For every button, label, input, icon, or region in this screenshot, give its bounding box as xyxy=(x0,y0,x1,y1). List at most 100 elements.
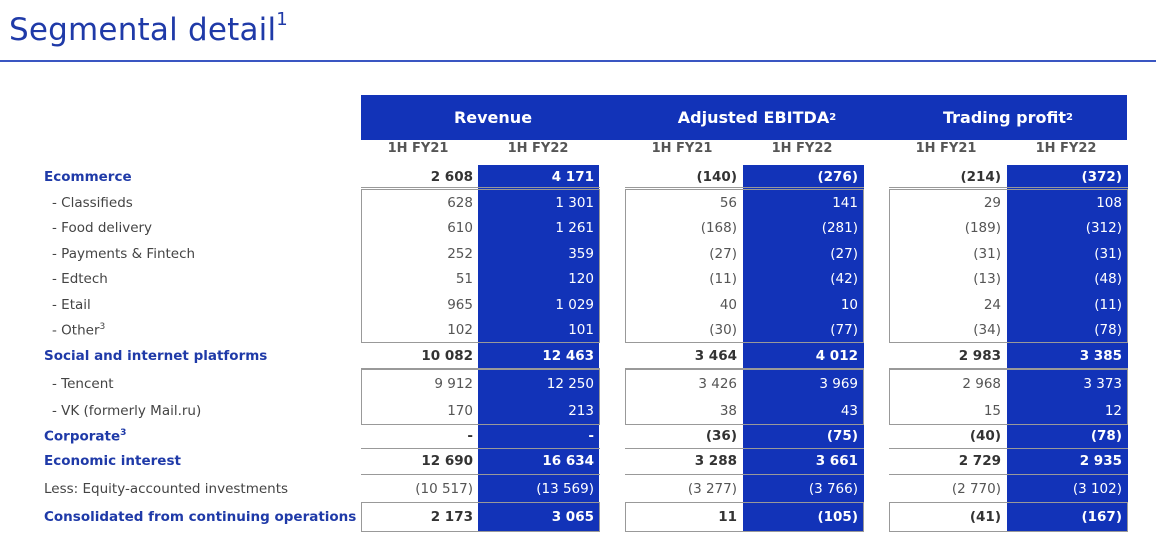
table-cell: (42) xyxy=(830,271,858,287)
table-cell: 40 xyxy=(719,297,737,313)
row-label: - Payments & Fintech xyxy=(52,246,196,262)
table-cell: 3 373 xyxy=(1083,376,1122,392)
table-cell: 4 171 xyxy=(551,169,594,185)
header-revenue: Revenue xyxy=(361,95,625,140)
table-cell: (75) xyxy=(826,428,858,444)
table-cell: 38 xyxy=(719,403,737,419)
table-cell: 4 012 xyxy=(815,348,858,364)
table-cell: 10 xyxy=(840,297,858,313)
table-cell: 2 968 xyxy=(962,376,1001,392)
table-cell: (27) xyxy=(830,246,858,262)
box-consolidated xyxy=(889,502,1128,532)
table-cell: 3 661 xyxy=(815,453,858,469)
box-ecommerce-subitems xyxy=(361,189,600,343)
row-separator xyxy=(625,368,864,369)
table-cell: 2 935 xyxy=(1079,453,1122,469)
table-cell: (3 277) xyxy=(687,481,737,497)
table-cell: 102 xyxy=(447,322,473,338)
table-cell: (167) xyxy=(1081,509,1122,525)
table-cell: (105) xyxy=(817,509,858,525)
table-cell: (78) xyxy=(1094,322,1122,338)
row-label: - Classifieds xyxy=(52,195,133,211)
table-cell: 12 463 xyxy=(542,348,594,364)
table-cell: 12 xyxy=(1104,403,1122,419)
subheader-ebitda-prev: 1H FY21 xyxy=(651,141,713,156)
table-cell: (41) xyxy=(969,509,1001,525)
row-separator xyxy=(361,474,600,475)
table-cell: (10 517) xyxy=(415,481,473,497)
box-social-subitems xyxy=(889,369,1128,425)
header-trading: Trading profit 2 xyxy=(889,95,1127,140)
table-cell: (31) xyxy=(1094,246,1122,262)
band-trading-curr xyxy=(1007,165,1128,531)
row-separator xyxy=(361,448,600,449)
table-cell: (40) xyxy=(969,428,1001,444)
box-ecommerce-subitems xyxy=(625,189,864,343)
table-cell: 24 xyxy=(983,297,1001,313)
row-label: Consolidated from continuing operations xyxy=(44,509,357,525)
table-cell: 1 261 xyxy=(555,220,594,236)
table-cell: 1 301 xyxy=(555,195,594,211)
table-cell: 9 912 xyxy=(434,376,473,392)
row-separator xyxy=(625,448,864,449)
table-cell: 628 xyxy=(447,195,473,211)
table-cell: 170 xyxy=(447,403,473,419)
table-cell: (2 770) xyxy=(951,481,1001,497)
table-cell: 101 xyxy=(568,322,594,338)
table-cell: 1 029 xyxy=(555,297,594,313)
row-label: - Etail xyxy=(52,297,91,313)
table-cell: (30) xyxy=(709,322,737,338)
table-cell: 56 xyxy=(719,195,737,211)
table-cell: 3 464 xyxy=(694,348,737,364)
table-cell: 610 xyxy=(447,220,473,236)
row-label: Less: Equity-accounted investments xyxy=(44,481,289,497)
table-cell: 120 xyxy=(568,271,594,287)
title-rule xyxy=(0,60,1156,62)
box-social-subitems xyxy=(625,369,864,425)
row-label: Corporate3 xyxy=(44,428,127,445)
table-cell: 43 xyxy=(840,403,858,419)
table-cell: 3 288 xyxy=(694,453,737,469)
table-cell: 3 426 xyxy=(698,376,737,392)
row-label: - Other3 xyxy=(52,322,106,339)
table-cell: 108 xyxy=(1096,195,1122,211)
table-cell: 3 385 xyxy=(1079,348,1122,364)
row-label: Social and internet platforms xyxy=(44,348,268,364)
box-ecommerce-subitems xyxy=(889,189,1128,343)
table-cell: (214) xyxy=(960,169,1001,185)
table-cell: - xyxy=(588,428,594,444)
row-label: Ecommerce xyxy=(44,169,132,185)
row-separator xyxy=(361,187,600,188)
band-ebitda-curr xyxy=(743,165,864,531)
table-cell: (312) xyxy=(1085,220,1122,236)
subheader-trading-prev: 1H FY21 xyxy=(915,141,977,156)
row-separator xyxy=(889,368,1128,369)
header-ebitda: Adjusted EBITDA 2 xyxy=(625,95,889,140)
table-cell: 141 xyxy=(832,195,858,211)
row-label: - Edtech xyxy=(52,271,108,287)
table-cell: (189) xyxy=(964,220,1001,236)
table-cell: (31) xyxy=(973,246,1001,262)
row-label: - Food delivery xyxy=(52,220,153,236)
table-cell: (48) xyxy=(1094,271,1122,287)
table-cell: (3 102) xyxy=(1072,481,1122,497)
table-cell: (168) xyxy=(700,220,737,236)
table-cell: 2 173 xyxy=(430,509,473,525)
table-cell: (13 569) xyxy=(536,481,594,497)
table-cell: (11) xyxy=(1094,297,1122,313)
table-cell: 252 xyxy=(447,246,473,262)
table-cell: 12 250 xyxy=(546,376,594,392)
table-cell: - xyxy=(467,428,473,444)
table-cell: (11) xyxy=(709,271,737,287)
row-label: - Tencent xyxy=(52,376,114,392)
table-cell: 10 082 xyxy=(421,348,473,364)
row-separator xyxy=(889,448,1128,449)
table-cell: 2 983 xyxy=(958,348,1001,364)
subheader-rev-curr: 1H FY22 xyxy=(507,141,569,156)
table-cell: 16 634 xyxy=(542,453,594,469)
box-consolidated xyxy=(361,502,600,532)
box-social-subitems xyxy=(361,369,600,425)
row-separator xyxy=(361,368,600,369)
band-revenue-curr xyxy=(478,165,599,531)
table-cell: (372) xyxy=(1081,169,1122,185)
